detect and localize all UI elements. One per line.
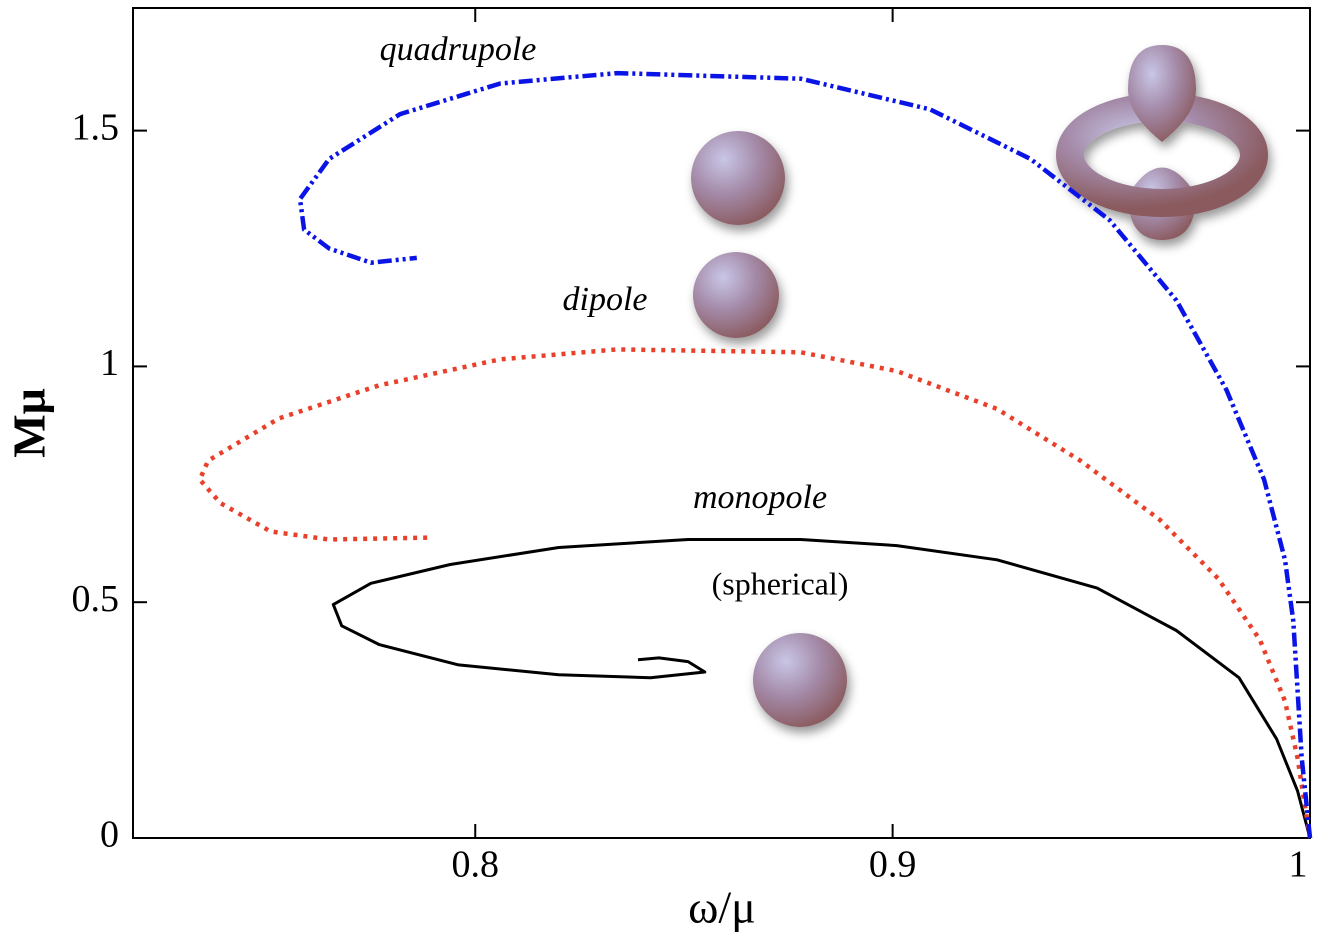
illustrations xyxy=(691,45,1268,727)
annotation: (spherical) xyxy=(712,565,849,601)
series-line xyxy=(331,538,1312,839)
sphere xyxy=(753,633,847,727)
annotation: monopole xyxy=(693,479,827,516)
sphere xyxy=(693,252,779,338)
x-tick-label: 0.8 xyxy=(451,844,499,886)
plot-frame xyxy=(132,7,1311,839)
lobe xyxy=(1128,45,1196,142)
x-axis-label: ω/μ xyxy=(688,882,756,933)
y-tick-label: 0 xyxy=(100,814,119,856)
annotation: quadrupole xyxy=(380,31,537,68)
sphere xyxy=(691,131,785,225)
x-tick-label: 1 xyxy=(1289,844,1308,886)
y-tick-label: 1.5 xyxy=(72,106,120,148)
series-line xyxy=(297,70,1313,839)
annotation: dipole xyxy=(563,281,648,318)
y-tick-label: 1 xyxy=(100,342,119,384)
y-axis-label: Mμ xyxy=(4,388,55,458)
x-tick-label: 0.9 xyxy=(869,844,917,886)
y-tick-label: 0.5 xyxy=(72,578,120,620)
